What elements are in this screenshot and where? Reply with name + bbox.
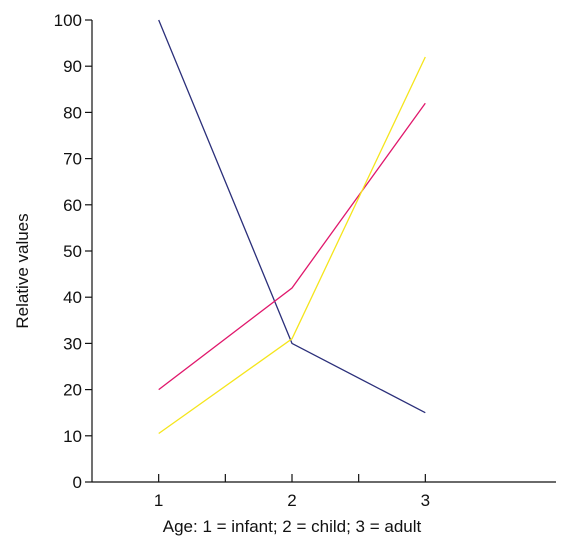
series-line-2 — [158, 102, 426, 391]
y-tick-label: 10 — [63, 427, 82, 446]
x-tick-label: 1 — [154, 491, 163, 510]
y-axis-title: Relative values — [13, 213, 32, 328]
y-axis: 0 10 20 30 40 50 60 70 80 90 100 — [54, 11, 93, 492]
series-line-1 — [158, 19, 426, 414]
y-tick-label: 60 — [63, 196, 82, 215]
y-tick-label: 50 — [63, 242, 82, 261]
x-tick-label: 3 — [421, 491, 430, 510]
y-tick-label: 40 — [63, 288, 82, 307]
y-tick-label: 30 — [63, 334, 82, 353]
y-tick-label: 70 — [63, 150, 82, 169]
series-layer — [158, 19, 426, 435]
x-axis-title: Age: 1 = infant; 2 = child; 3 = adult — [163, 517, 422, 536]
y-tick-label: 80 — [63, 103, 82, 122]
series-line-3 — [158, 56, 426, 435]
x-tick-label: 2 — [287, 491, 296, 510]
y-tick-label: 90 — [63, 57, 82, 76]
y-tick-label: 0 — [73, 473, 82, 492]
x-axis: 1 2 3 — [92, 474, 556, 510]
y-tick-label: 20 — [63, 381, 82, 400]
y-tick-label: 100 — [54, 11, 82, 30]
